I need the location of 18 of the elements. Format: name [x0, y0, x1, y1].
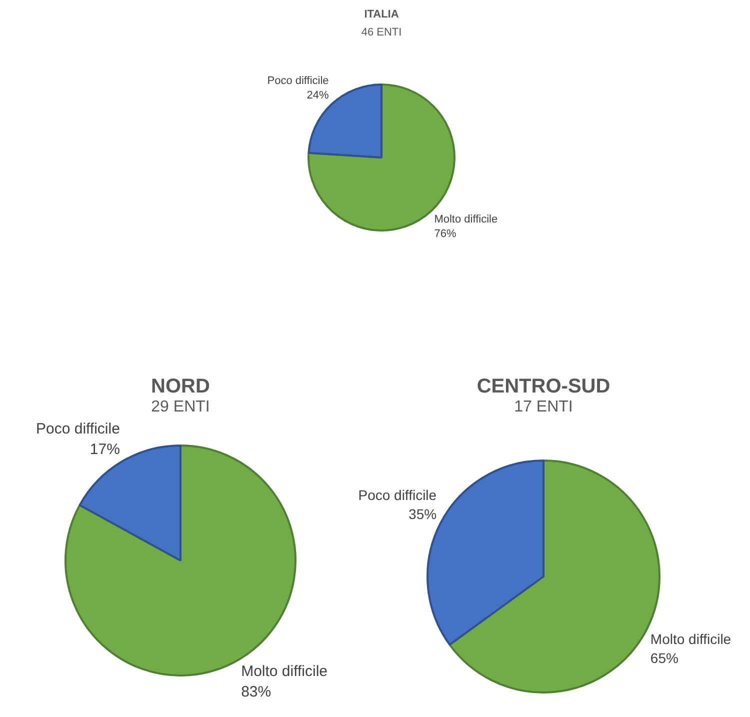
data-label: 83%	[241, 683, 272, 700]
data-label: 76%	[434, 228, 456, 240]
slice-label: Molto difficile	[241, 662, 328, 680]
chart-subtitle: 29 ENTI	[151, 398, 210, 416]
chart-title: NORD	[151, 376, 210, 398]
data-label: 17%	[90, 441, 120, 458]
data-label: 24%	[306, 89, 330, 102]
slice-label: Poco difficile	[36, 420, 120, 438]
chart-subtitle: 17 ENTI	[514, 398, 573, 416]
data-label: 65%	[650, 650, 678, 666]
chart-subtitle: 46 ENTI	[361, 26, 402, 38]
slice-label: Molto difficile	[434, 214, 498, 226]
slice-label: Poco difficile	[267, 74, 329, 87]
slice-label: Molto difficile	[650, 630, 732, 647]
data-label: 35%	[408, 506, 437, 522]
chart-title: CENTRO-SUD	[476, 376, 610, 398]
slice-label: Poco difficile	[358, 486, 437, 503]
chart-title: ITALIA	[364, 8, 399, 20]
